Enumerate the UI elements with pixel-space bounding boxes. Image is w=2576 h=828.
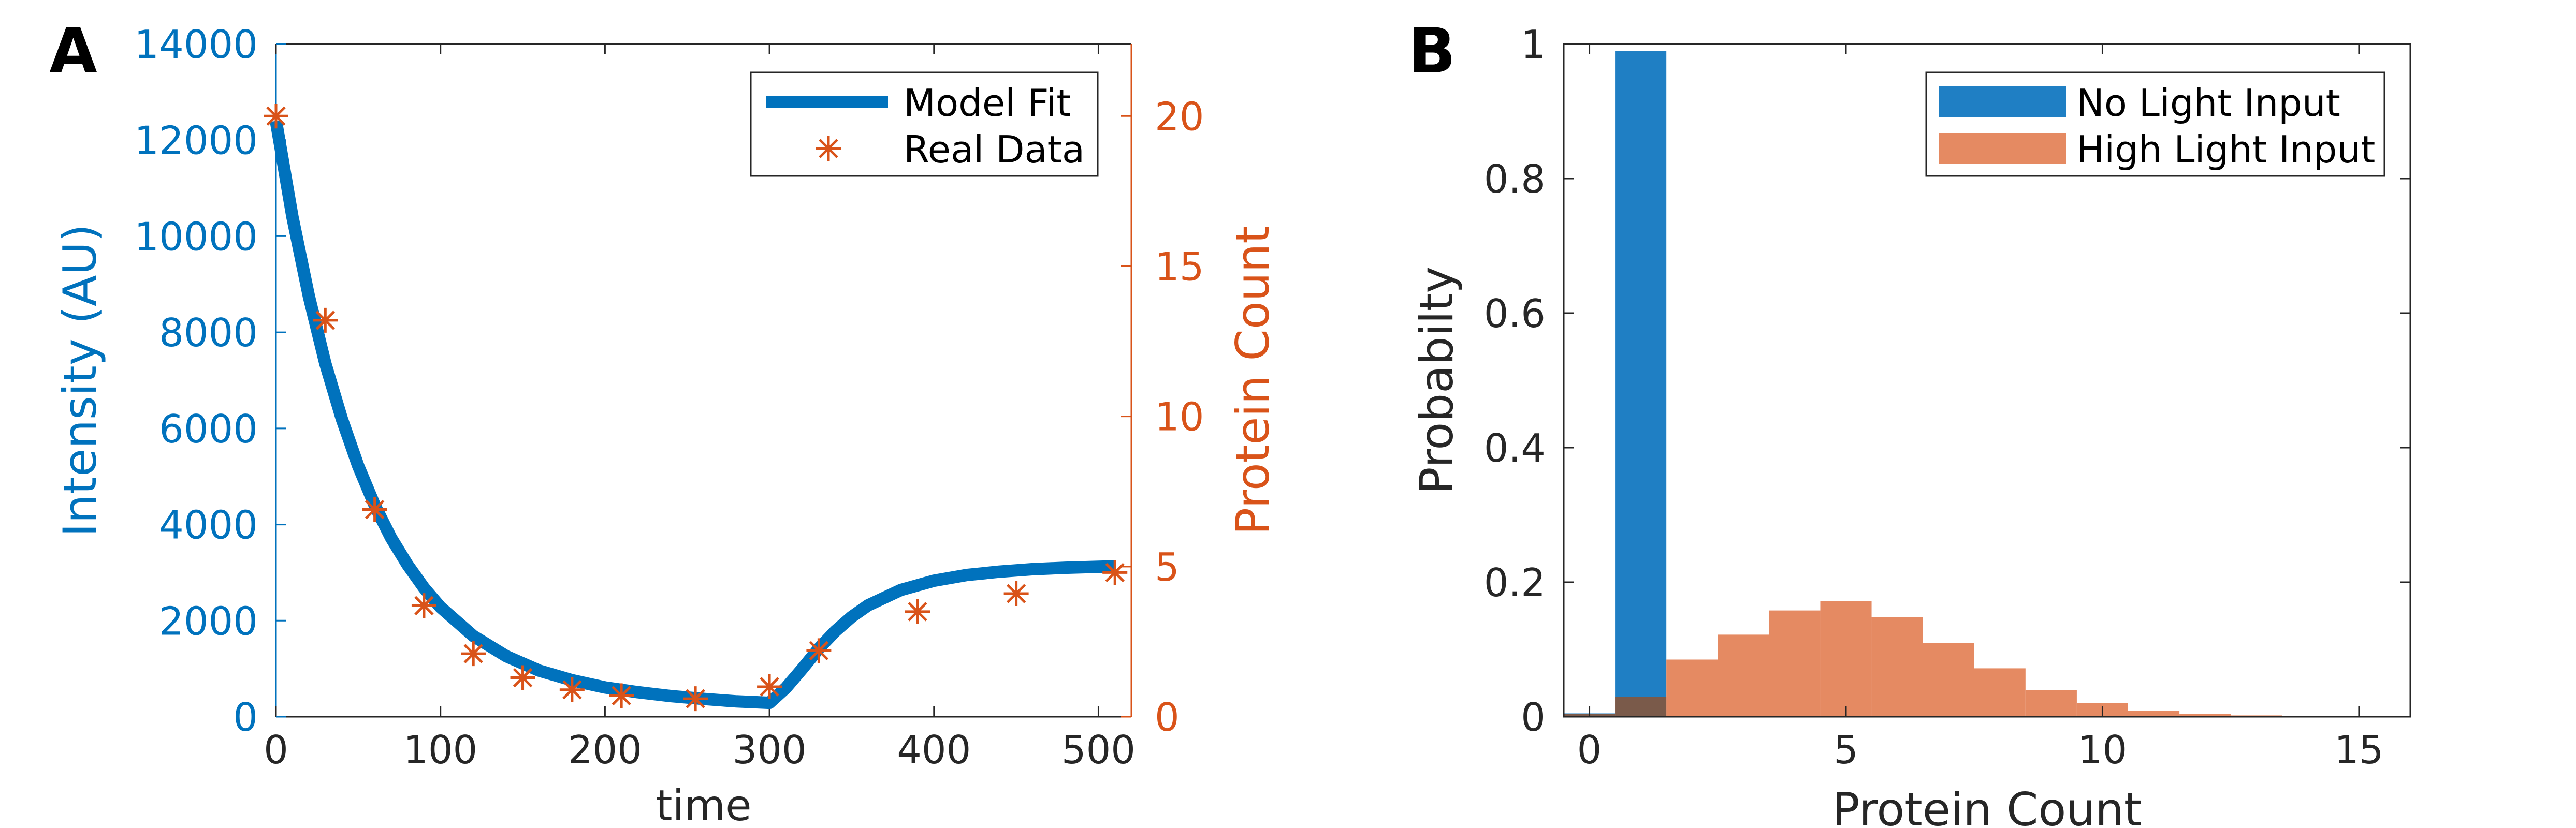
real-data-point	[559, 677, 585, 702]
bar-high-light	[2025, 690, 2077, 717]
legend-real-data-swatch	[816, 136, 841, 161]
y2-tick-label: 15	[1155, 244, 1204, 289]
panel-b-plot-area: 0 5 10 15 0 0.2 0.4 0.6 0.8 1 Protein Count Probabi…	[1410, 22, 2411, 828]
x-tick-label: 400	[897, 727, 971, 773]
y-tick-label: 4000	[159, 502, 258, 548]
legend-no-light-label: No Light Input	[2076, 81, 2340, 125]
real-data-point	[264, 103, 288, 129]
y2-tick-label: 5	[1155, 544, 1180, 590]
y-tick-label: 14000	[134, 22, 258, 67]
x-tick-label: 0	[1577, 727, 1602, 773]
y-tick-label: 12000	[134, 118, 258, 164]
y2-tick-label: 10	[1155, 394, 1204, 440]
x-tick-label: 300	[732, 727, 806, 773]
bar-overlap	[1615, 697, 1667, 717]
x-tick-label: 10	[2078, 727, 2127, 773]
legend-real-data-label: Real Data	[904, 128, 1085, 171]
legend-high-light-swatch	[1939, 133, 2066, 164]
y-tick-label: 0.2	[1484, 560, 1546, 605]
y-tick-label: 6000	[159, 406, 258, 452]
x-tick-label: 100	[403, 727, 477, 773]
bar-high-light	[1923, 643, 1974, 717]
bar-high-light	[1820, 601, 1872, 717]
x-tick-label: 5	[1833, 727, 1858, 773]
real-data-point	[411, 593, 436, 618]
real-data-point	[1003, 581, 1029, 607]
y-tick-label: 0.8	[1484, 156, 1546, 202]
panel-a-plot-area: 0 100 200 300 400 500020004000600080001000012…	[53, 22, 1279, 828]
bar-high-light	[1871, 617, 1923, 717]
y-tick-label: 2000	[159, 598, 258, 644]
y2-axis-label: Protein Count	[1226, 226, 1279, 535]
x-tick-label: 0	[264, 727, 288, 773]
x-axis-label: time	[656, 781, 751, 828]
legend-no-light-swatch	[1939, 86, 2066, 117]
y-tick-label: 10000	[134, 214, 258, 259]
real-data-point	[806, 638, 832, 663]
y-tick-label: 0	[1521, 694, 1546, 740]
bar-high-light	[1974, 668, 2026, 717]
panel-b: B 0 5 10 15 0 0.2 0.4 0.6 0.8 1 Protein Count Proba…	[1408, 16, 2411, 828]
bar-no-light	[1615, 51, 1667, 717]
real-data-point	[683, 686, 708, 712]
legend-model-fit-label: Model Fit	[904, 81, 1071, 125]
x-tick-label: 500	[1061, 727, 1136, 773]
axes-box	[1563, 43, 2411, 718]
bar-high-light	[1718, 634, 1769, 717]
x-tick-label: 15	[2334, 727, 2383, 773]
x-axis-label: Protein Count	[1832, 783, 2142, 828]
real-data-point	[905, 599, 930, 624]
real-data-point	[757, 674, 782, 699]
real-data-point	[362, 497, 387, 522]
panel-b-letter: B	[1408, 16, 1456, 87]
real-data-point	[313, 307, 338, 333]
x-tick-label: 200	[568, 727, 642, 773]
bar-high-light	[2128, 711, 2180, 717]
y-tick-label: 8000	[159, 310, 258, 356]
y-tick-label: 0.6	[1484, 291, 1546, 336]
legend-high-light-label: High Light Input	[2076, 128, 2375, 171]
bar-high-light	[1666, 659, 1718, 717]
y-axis-label: Intensity (AU)	[53, 224, 107, 537]
y-axis-label: Probabilty	[1410, 267, 1463, 495]
real-data-point	[1102, 560, 1128, 585]
y-tick-label: 0.4	[1484, 425, 1546, 471]
panel-a-letter: A	[49, 16, 97, 87]
y2-tick-label: 20	[1155, 94, 1204, 139]
panel-a: A 0 100 200 300 400 5000200040006000800010000…	[49, 16, 1279, 828]
real-data-point	[609, 683, 634, 708]
legend-box	[750, 71, 1099, 177]
y-tick-label: 0	[233, 694, 258, 740]
real-data-point	[461, 641, 486, 667]
real-data-point	[510, 665, 535, 690]
y2-tick-label: 0	[1155, 694, 1180, 740]
model-fit-line	[270, 120, 1115, 709]
bar-high-light	[2179, 714, 2231, 717]
bar-high-light	[1769, 610, 1821, 717]
y-tick-label: 1	[1521, 22, 1546, 67]
